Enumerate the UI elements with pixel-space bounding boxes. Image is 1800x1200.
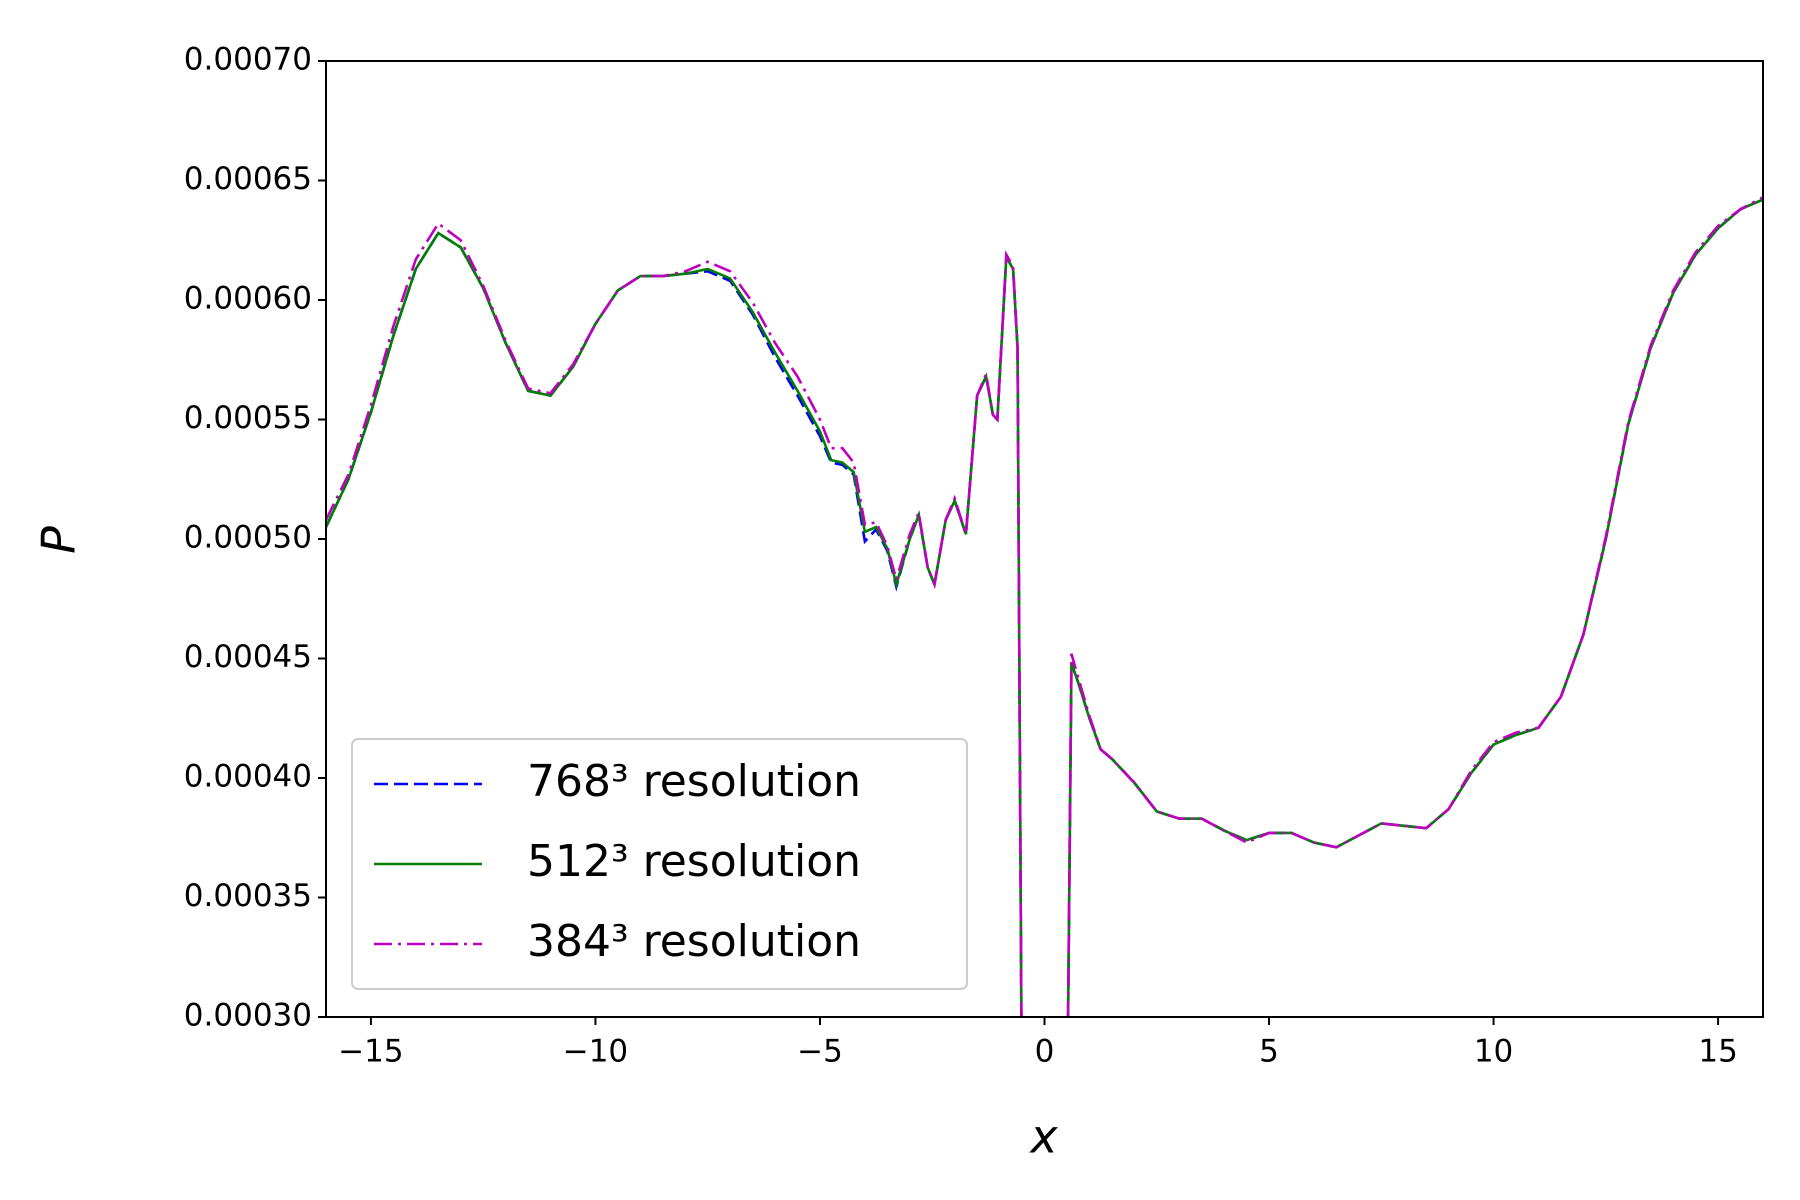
y-tick-label: 0.00030 xyxy=(184,998,312,1034)
x-axis-title: x xyxy=(1028,1110,1058,1164)
series-line xyxy=(326,196,1763,1017)
y-axis-title: P xyxy=(32,526,86,554)
legend-label: 384³ resolution xyxy=(527,916,861,967)
y-tick-label: 0.00060 xyxy=(184,281,312,317)
y-tick-label: 0.00070 xyxy=(184,42,312,78)
legend-label: 512³ resolution xyxy=(527,836,861,887)
y-tick-label: 0.00050 xyxy=(184,520,312,556)
plot-area xyxy=(326,196,1763,1017)
x-tick-label: −5 xyxy=(797,1034,843,1070)
y-tick-label: 0.00065 xyxy=(184,161,312,197)
y-tick-label: 0.00035 xyxy=(184,878,312,914)
legend-box xyxy=(351,738,968,990)
x-tick-label: 15 xyxy=(1698,1034,1737,1070)
legend-label: 768³ resolution xyxy=(527,756,861,807)
x-tick-label: 0 xyxy=(1035,1034,1055,1070)
y-tick-label: 0.00045 xyxy=(184,639,312,675)
x-tick-label: 10 xyxy=(1474,1034,1513,1070)
y-tick-label: 0.00055 xyxy=(184,400,312,436)
x-tick-label: 5 xyxy=(1259,1034,1279,1070)
x-tick-label: −15 xyxy=(338,1034,403,1070)
y-tick-label: 0.00040 xyxy=(184,759,312,795)
x-tick-label: −10 xyxy=(563,1034,628,1070)
